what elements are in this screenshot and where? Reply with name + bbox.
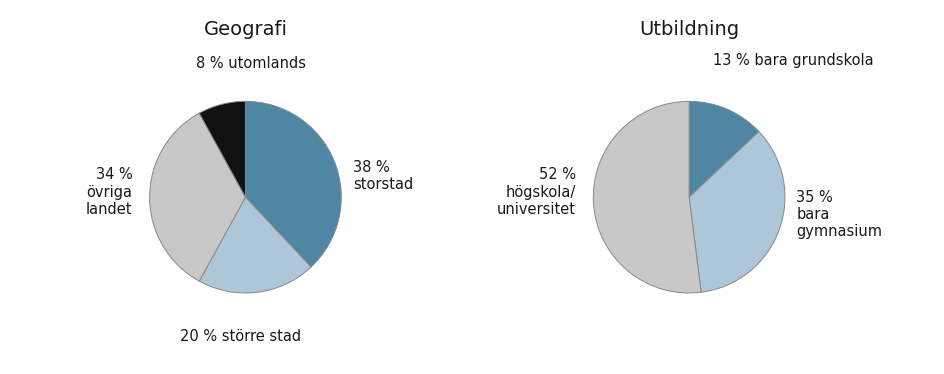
Text: 20 % större stad: 20 % större stad xyxy=(180,329,301,344)
Text: 34 %
övriga
landet: 34 % övriga landet xyxy=(86,168,132,217)
Wedge shape xyxy=(199,101,245,197)
Text: 13 % bara grundskola: 13 % bara grundskola xyxy=(713,53,874,68)
Title: Utbildning: Utbildning xyxy=(639,20,739,39)
Text: 35 %
bara
gymnasium: 35 % bara gymnasium xyxy=(797,190,883,239)
Text: 52 %
högskola/
universitet: 52 % högskola/ universitet xyxy=(497,168,576,217)
Text: 38 %
storstad: 38 % storstad xyxy=(353,160,413,192)
Title: Geografi: Geografi xyxy=(204,20,287,39)
Wedge shape xyxy=(689,132,785,292)
Text: 8 % utomlands: 8 % utomlands xyxy=(195,56,306,71)
Wedge shape xyxy=(689,101,759,197)
Wedge shape xyxy=(199,197,311,293)
Wedge shape xyxy=(245,101,342,267)
Wedge shape xyxy=(149,113,245,281)
Wedge shape xyxy=(593,101,701,293)
